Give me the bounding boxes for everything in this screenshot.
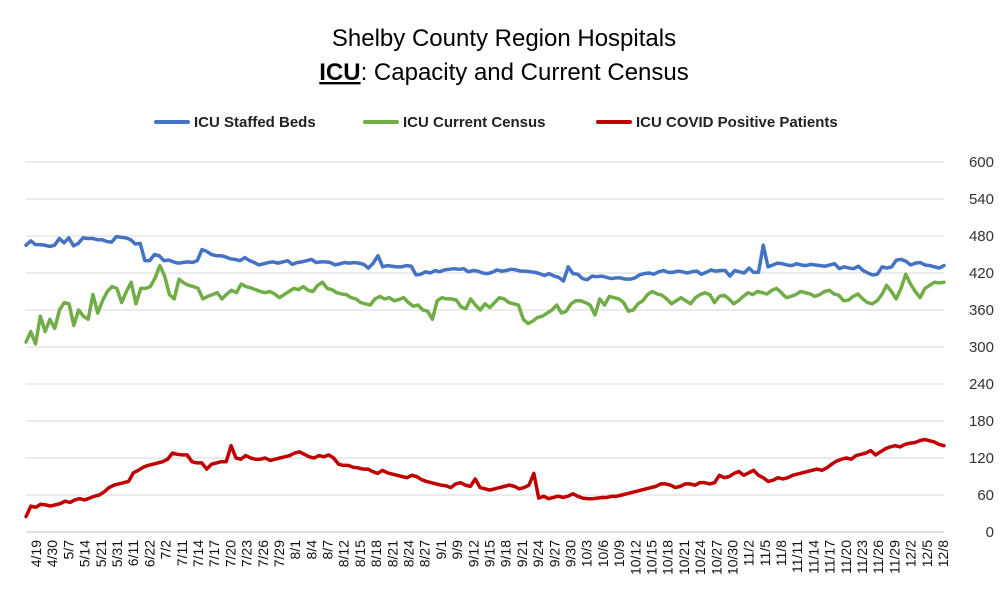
x-tick-label: 11/17 xyxy=(822,540,838,574)
x-tick-label: 7/20 xyxy=(222,540,238,567)
x-tick-label: 7/26 xyxy=(255,540,271,567)
series-line-1 xyxy=(24,234,946,283)
x-tick-label: 8/12 xyxy=(336,540,352,567)
x-tick-label: 11/5 xyxy=(757,540,773,566)
x-tick-label: 7/23 xyxy=(239,540,255,567)
x-tick-label: 11/11 xyxy=(789,540,805,573)
x-tick-label: 11/29 xyxy=(886,540,902,574)
x-tick-label: 10/18 xyxy=(660,540,676,575)
y-tick-label: 60 xyxy=(977,487,994,504)
x-tick-label: 9/9 xyxy=(449,540,465,560)
x-tick-label: 11/20 xyxy=(838,540,854,574)
x-tick-label: 9/18 xyxy=(498,540,514,567)
y-tick-label: 120 xyxy=(969,450,994,467)
y-tick-label: 300 xyxy=(969,339,994,356)
legend-label-3: ICU COVID Positive Patients xyxy=(636,114,838,131)
x-tick-label: 8/18 xyxy=(368,540,384,567)
x-tick-label: 5/7 xyxy=(60,540,76,560)
x-tick-label: 7/2 xyxy=(158,540,174,560)
y-tick-label: 600 xyxy=(969,154,994,171)
gridlines xyxy=(26,161,944,496)
x-tick-label: 8/24 xyxy=(401,540,417,567)
x-tick-label: 5/21 xyxy=(93,540,109,567)
legend-label-2: ICU Current Census xyxy=(403,114,546,131)
x-tick-label: 4/30 xyxy=(44,540,60,567)
x-tick-label: 4/19 xyxy=(28,540,44,567)
x-tick-label: 7/11 xyxy=(174,540,190,566)
x-tick-label: 8/4 xyxy=(303,540,319,560)
x-tick-label: 8/21 xyxy=(384,540,400,567)
chart-title-rest: : Capacity and Current Census xyxy=(361,59,689,86)
y-tick-label: 540 xyxy=(969,191,994,208)
x-tick-label: 9/12 xyxy=(465,540,481,567)
legend: ICU Staffed Beds ICU Current Census ICU CO… xyxy=(154,114,838,131)
x-tick-label: 9/15 xyxy=(482,540,498,567)
x-tick-label: 10/6 xyxy=(595,540,611,567)
x-tick-label: 11/2 xyxy=(741,540,757,566)
y-tick-label: 0 xyxy=(986,524,994,541)
chart-title-line2: ICU: Capacity and Current Census xyxy=(319,59,689,86)
x-tick-label: 12/8 xyxy=(935,540,951,567)
x-tick-label: 6/11 xyxy=(125,540,141,566)
x-tick-label: 11/23 xyxy=(854,540,870,574)
x-axis-ticks: 4/19 4/30 5/7 5/14 5/21 5/31 6/11 6/22 7/2 7/11 7/… xyxy=(28,540,951,575)
x-tick-label: 9/21 xyxy=(514,540,530,567)
x-tick-label: 11/26 xyxy=(870,540,886,574)
x-tick-label: 10/12 xyxy=(627,540,643,575)
x-tick-label: 9/30 xyxy=(562,540,578,567)
x-tick-label: 7/29 xyxy=(271,540,287,567)
x-tick-label: 10/3 xyxy=(579,540,595,567)
y-axis-ticks: 0 60 120 180 240 300 360 420 480 540 600 xyxy=(969,154,994,541)
x-tick-label: 9/1 xyxy=(433,540,449,560)
x-tick-label: 10/21 xyxy=(676,540,692,575)
x-tick-label: 11/14 xyxy=(805,540,821,574)
x-tick-label: 5/14 xyxy=(77,540,93,567)
x-tick-label: 8/27 xyxy=(417,540,433,567)
x-tick-label: 5/31 xyxy=(109,540,125,567)
x-tick-label: 12/5 xyxy=(919,540,935,567)
x-tick-label: 10/24 xyxy=(692,540,708,575)
x-tick-label: 11/8 xyxy=(773,540,789,566)
x-tick-label: 12/2 xyxy=(903,540,919,567)
y-tick-label: 360 xyxy=(969,302,994,319)
x-tick-label: 6/22 xyxy=(141,540,157,567)
x-tick-label: 10/15 xyxy=(643,540,659,575)
x-tick-label: 9/27 xyxy=(546,540,562,567)
series-lines xyxy=(24,234,946,519)
x-tick-label: 9/24 xyxy=(530,540,546,567)
chart-title-emphasis: ICU xyxy=(319,59,360,86)
y-tick-label: 420 xyxy=(969,265,994,282)
y-tick-label: 180 xyxy=(969,413,994,430)
series-line-3 xyxy=(24,437,946,519)
x-tick-label: 7/14 xyxy=(190,540,206,567)
x-tick-label: 8/7 xyxy=(320,540,336,560)
chart-title-line1: Shelby County Region Hospitals xyxy=(332,25,676,52)
x-tick-label: 10/9 xyxy=(611,540,627,567)
y-tick-label: 480 xyxy=(969,228,994,245)
x-tick-label: 10/30 xyxy=(724,540,740,575)
x-tick-label: 7/17 xyxy=(206,540,222,567)
x-tick-label: 8/1 xyxy=(287,540,303,560)
series-line-2 xyxy=(24,263,946,346)
x-tick-label: 10/27 xyxy=(708,540,724,575)
y-tick-label: 240 xyxy=(969,376,994,393)
x-tick-label: 8/15 xyxy=(352,540,368,567)
legend-label-1: ICU Staffed Beds xyxy=(194,114,316,131)
